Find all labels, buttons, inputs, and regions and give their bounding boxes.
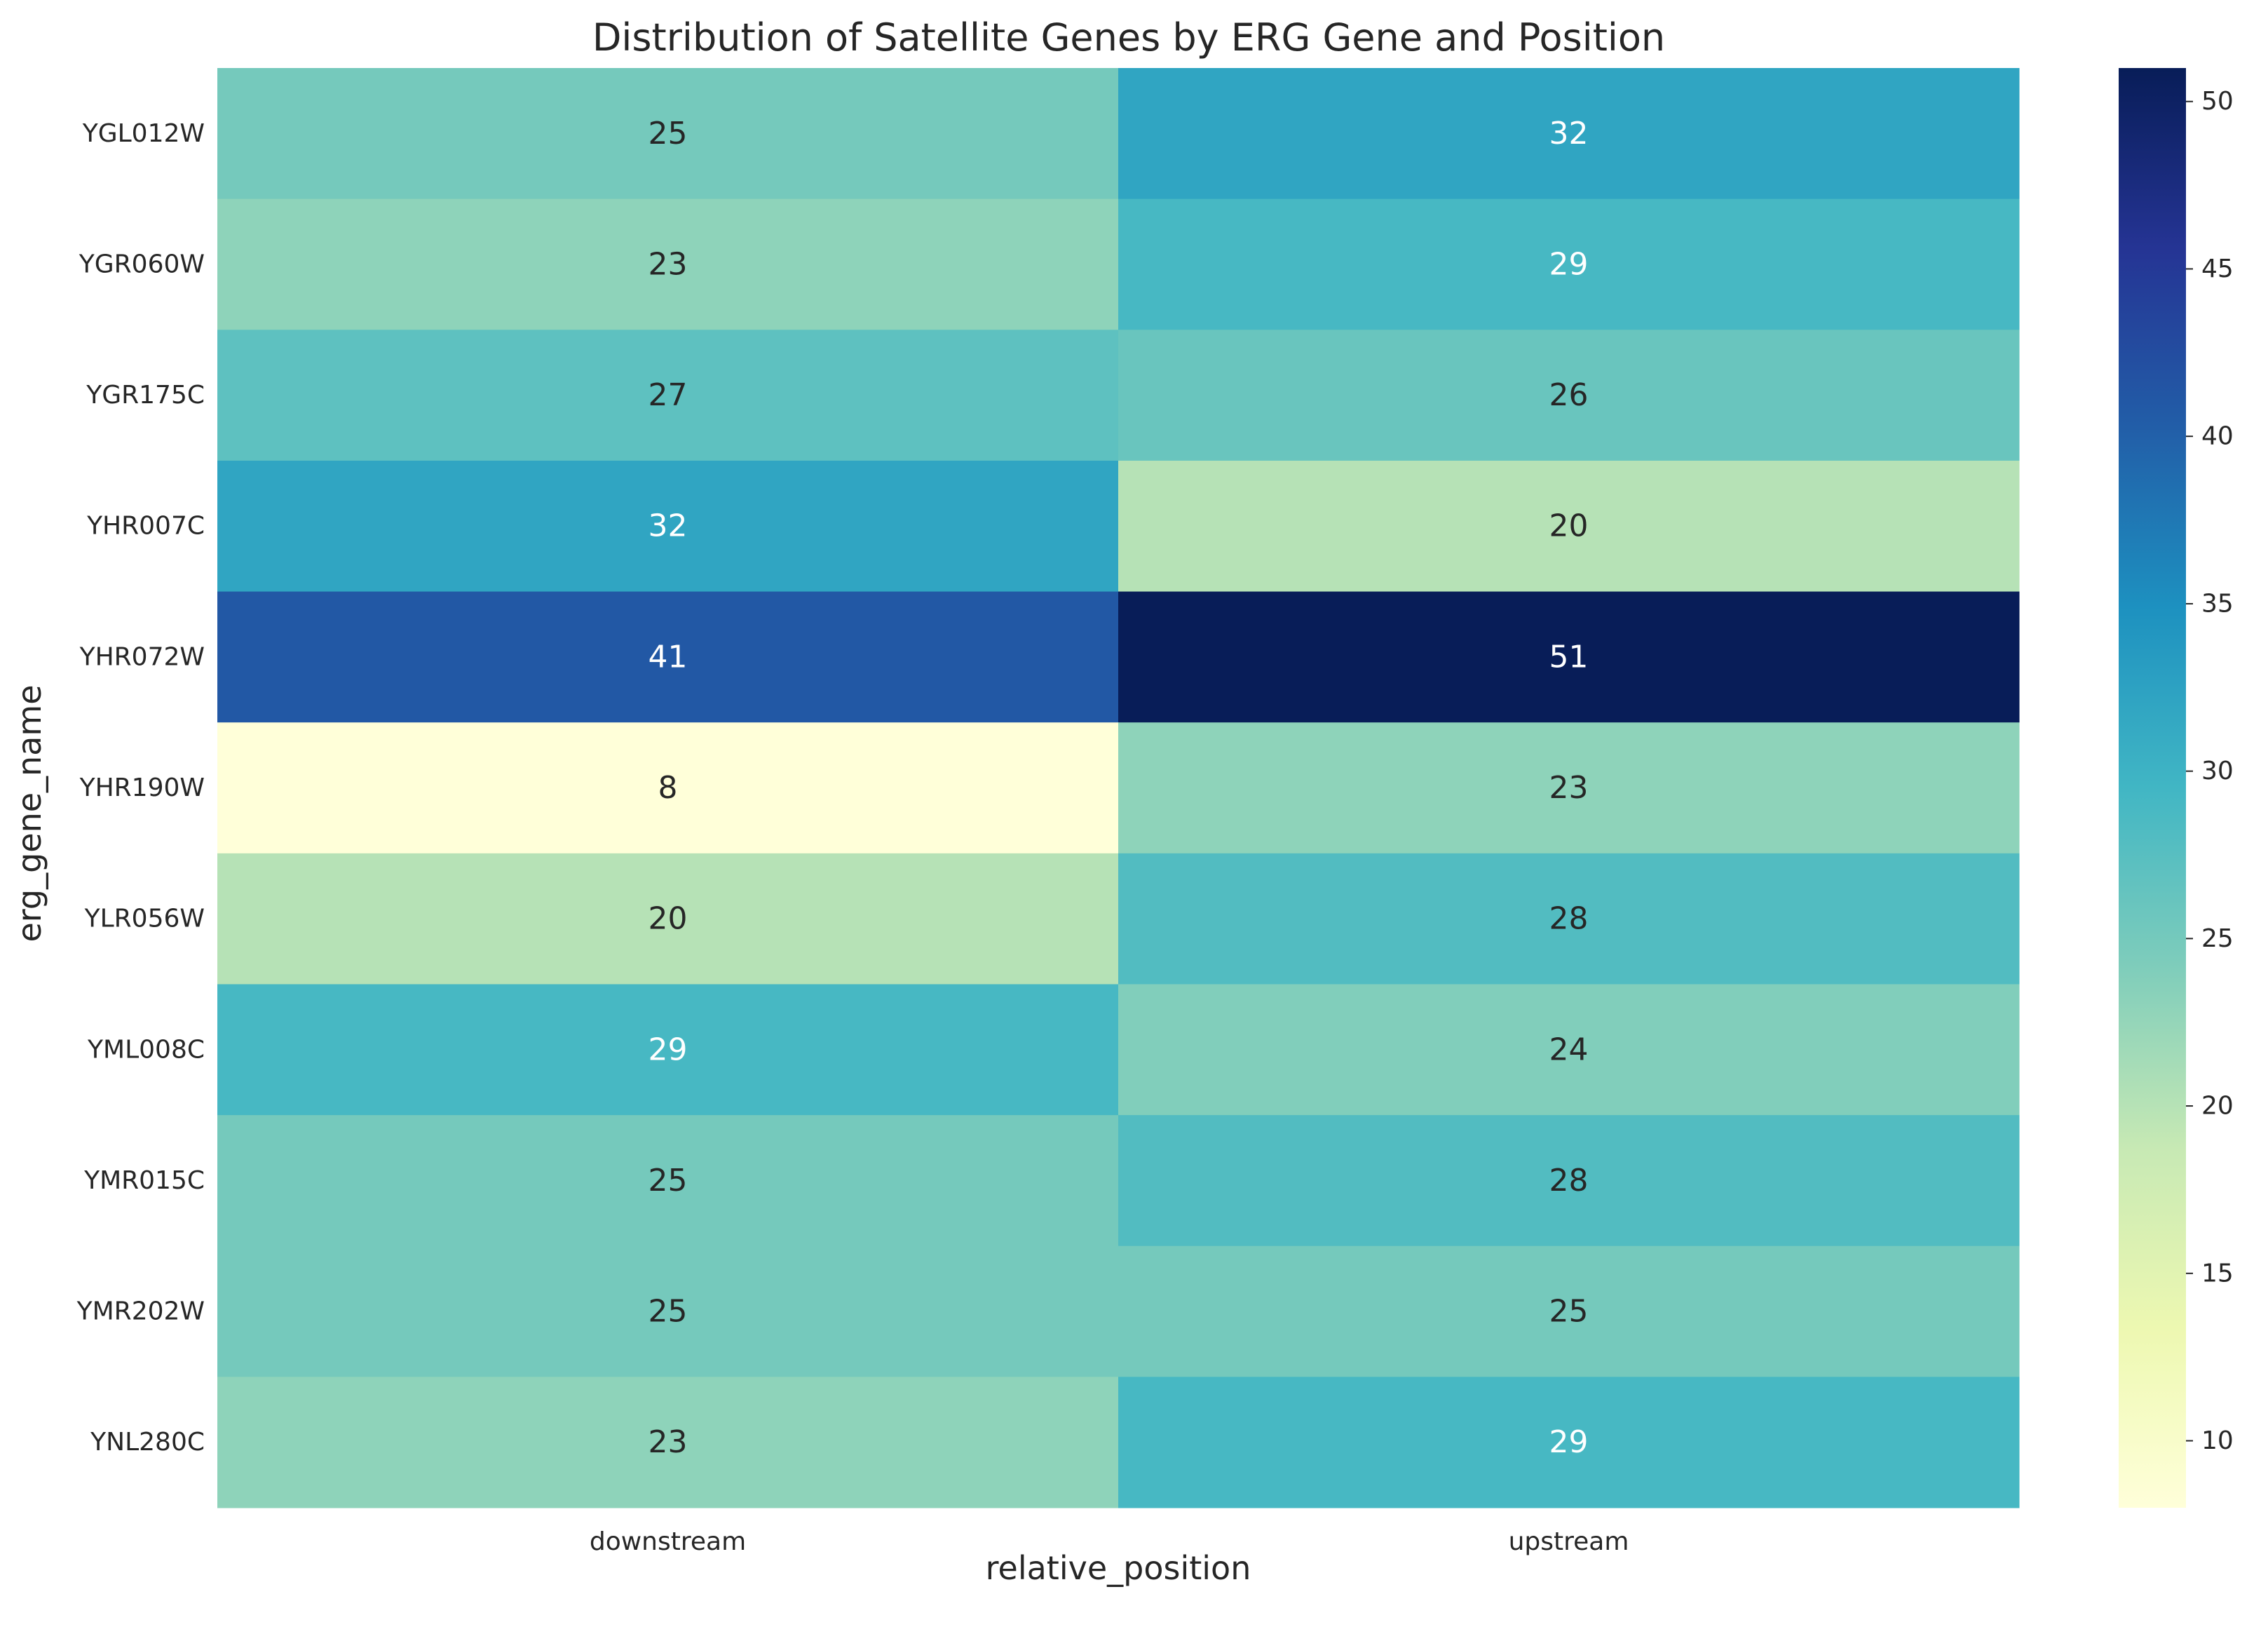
cell-value-label: 25 bbox=[649, 1163, 688, 1198]
y-tick-label: YMR015C bbox=[83, 1166, 205, 1195]
y-tick-label: YHR072W bbox=[79, 642, 205, 671]
colorbar-tick-label: 35 bbox=[2201, 589, 2234, 618]
cell-value-label: 8 bbox=[658, 770, 678, 806]
cell-value-label: 32 bbox=[649, 508, 688, 544]
heatmap-cell bbox=[217, 1115, 1119, 1247]
cell-value-label: 20 bbox=[1549, 508, 1589, 544]
heatmap-cell bbox=[217, 198, 1119, 330]
colorbar-ticks: 10 15 20 25 30 35 40 45 50 bbox=[2186, 87, 2234, 1455]
cell-value-label: 23 bbox=[1549, 770, 1589, 806]
cell-value-label: 25 bbox=[1549, 1294, 1589, 1330]
cell-value-label: 25 bbox=[649, 1294, 688, 1330]
y-axis-label: erg_gene_name bbox=[11, 684, 48, 942]
colorbar: 10 15 20 25 30 35 40 45 50 bbox=[2119, 68, 2234, 1508]
cell-value-label: 24 bbox=[1549, 1032, 1589, 1067]
x-axis-label: relative_position bbox=[986, 1549, 1251, 1587]
colorbar-tick-label: 30 bbox=[2201, 757, 2234, 785]
x-tick-label: downstream bbox=[590, 1527, 746, 1556]
heatmap-cell bbox=[1118, 68, 2020, 200]
cell-value-label: 32 bbox=[1549, 116, 1589, 151]
y-axis-ticks: YGL012W YGR060W YGR175C YHR007C YHR072W YHR19… bbox=[76, 119, 205, 1457]
heatmap-cell bbox=[1118, 853, 2020, 985]
cell-value-label: 51 bbox=[1549, 639, 1589, 675]
heatmap-cell bbox=[1118, 984, 2020, 1116]
heatmap-cell bbox=[1118, 722, 2020, 854]
heatmap-cell bbox=[1118, 198, 2020, 330]
y-tick-label: YGL012W bbox=[82, 119, 205, 148]
cell-value-label: 28 bbox=[1549, 901, 1589, 937]
colorbar-tick-label: 40 bbox=[2201, 422, 2234, 451]
colorbar-tick-label: 50 bbox=[2201, 87, 2234, 116]
cell-value-label: 26 bbox=[1549, 377, 1589, 413]
y-tick-label: YGR175C bbox=[86, 381, 205, 410]
cell-value-label: 20 bbox=[649, 901, 688, 937]
cell-value-label: 23 bbox=[649, 246, 688, 282]
heatmap-cell bbox=[217, 984, 1119, 1116]
heatmap-cell bbox=[217, 68, 1119, 200]
heatmap-cell bbox=[217, 1377, 1119, 1508]
heatmap-cell bbox=[217, 722, 1119, 854]
y-tick-label: YML008C bbox=[87, 1035, 205, 1064]
y-tick-label: YLR056W bbox=[84, 905, 205, 933]
colorbar-tick-label: 10 bbox=[2201, 1426, 2234, 1455]
cell-value-label: 29 bbox=[649, 1032, 688, 1067]
heatmap-cell bbox=[1118, 330, 2020, 461]
heatmap-cells bbox=[217, 68, 2020, 1508]
heatmap-cell bbox=[1118, 591, 2020, 723]
colorbar-tick-label: 15 bbox=[2201, 1259, 2234, 1288]
cell-value-label: 25 bbox=[649, 116, 688, 151]
cell-value-label: 28 bbox=[1549, 1163, 1589, 1198]
heatmap-cell bbox=[217, 591, 1119, 723]
y-tick-label: YMR202W bbox=[76, 1297, 205, 1326]
colorbar-tick-label: 45 bbox=[2201, 255, 2234, 283]
heatmap-cell bbox=[217, 460, 1119, 593]
heatmap-cell bbox=[1118, 460, 2020, 593]
y-tick-label: YGR060W bbox=[79, 250, 205, 278]
heatmap-cell bbox=[1118, 1115, 2020, 1247]
heatmap-cell bbox=[217, 853, 1119, 985]
heatmap-cell bbox=[1118, 1377, 2020, 1508]
y-tick-label: YHR190W bbox=[79, 774, 205, 802]
cell-value-label: 29 bbox=[1549, 246, 1589, 282]
cell-value-label: 41 bbox=[649, 639, 688, 675]
colorbar-gradient bbox=[2119, 68, 2186, 1508]
heatmap-cell bbox=[1118, 1245, 2020, 1377]
heatmap-cell bbox=[217, 330, 1119, 461]
heatmap-cell-labels: 25 32 23 29 27 26 32 20 41 51 8 23 20 28 29 24 25 28 25 25 2… bbox=[649, 116, 1589, 1460]
chart-title: Distribution of Satellite Genes by ERG G… bbox=[592, 15, 1665, 60]
cell-value-label: 23 bbox=[649, 1424, 688, 1460]
colorbar-tick-label: 20 bbox=[2201, 1092, 2234, 1121]
cell-value-label: 27 bbox=[649, 377, 688, 413]
cell-value-label: 29 bbox=[1549, 1424, 1589, 1460]
x-tick-label: upstream bbox=[1509, 1527, 1629, 1556]
y-tick-label: YHR007C bbox=[86, 512, 205, 541]
x-axis-ticks: downstream upstream bbox=[590, 1527, 1629, 1556]
heatmap-cell bbox=[217, 1245, 1119, 1377]
y-tick-label: YNL280C bbox=[90, 1428, 205, 1457]
colorbar-tick-label: 25 bbox=[2201, 924, 2234, 953]
